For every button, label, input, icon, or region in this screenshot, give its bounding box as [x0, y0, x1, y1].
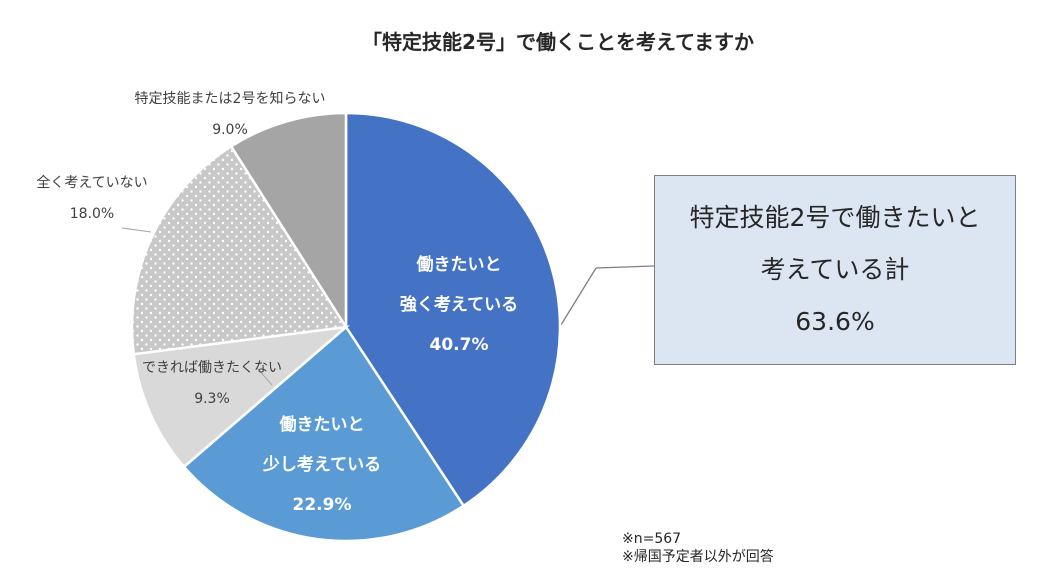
chart-notes: ※n=567 ※帰国予定者以外が回答 — [622, 530, 774, 566]
slice-value-label: 18.0% — [70, 206, 114, 222]
pie-slice — [182, 325, 466, 543]
callout-line-2: 考えている計 — [760, 255, 910, 284]
slice-label: 強く考えている — [400, 294, 518, 315]
pie-slices — [130, 111, 562, 543]
chart-title: 「特定技能2号」で働くことを考えてますか — [362, 30, 754, 54]
pie-slice — [132, 325, 350, 469]
slice-value-label: 9.3% — [194, 391, 230, 407]
slice-label: 働きたいと — [416, 254, 502, 275]
slice-label: 働きたいと — [279, 414, 365, 435]
pie-slice — [229, 111, 348, 332]
slice-value-label: 40.7% — [430, 335, 489, 355]
pie-labels: 働きたいと強く考えている40.7%働きたいと少し考えている22.9%できれば働き… — [36, 90, 518, 515]
slice-value-label: 22.9% — [293, 495, 352, 515]
respondent-scope-note: ※帰国予定者以外が回答 — [622, 549, 774, 565]
slice-value-label: 9.0% — [212, 122, 248, 138]
slice-label: 全く考えていない — [36, 174, 147, 191]
callout-value: 63.6% — [795, 307, 875, 336]
label-leader-line — [256, 367, 273, 386]
pie-slice — [130, 144, 349, 356]
label-leader-line — [121, 227, 152, 233]
slice-label: 特定技能または2号を知らない — [135, 90, 326, 107]
sample-size-note: ※n=567 — [622, 531, 682, 547]
total-callout-box: 特定技能2号で働きたいと 考えている計 63.6% — [654, 175, 1016, 365]
slice-label: できれば働きたくない — [142, 360, 282, 376]
callout-leader-line — [595, 265, 655, 269]
callout-line-1: 特定技能2号で働きたいと — [689, 203, 981, 232]
slice-label: 少し考えている — [262, 454, 381, 475]
